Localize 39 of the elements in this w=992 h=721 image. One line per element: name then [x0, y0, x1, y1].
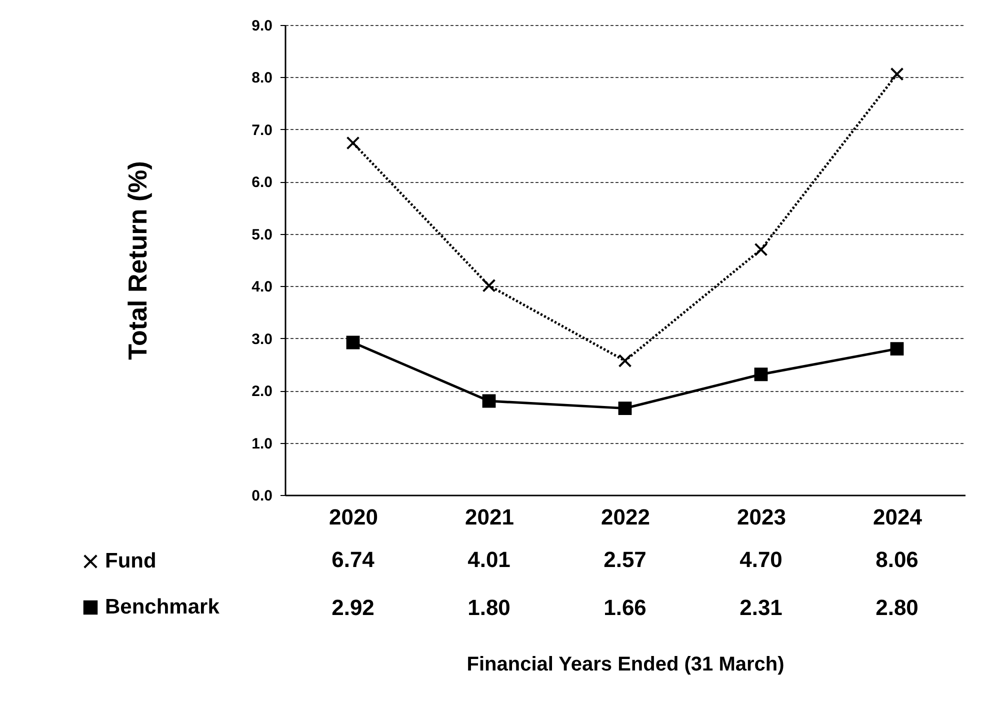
data-label: 8.06 — [876, 547, 918, 572]
x-tick-label: 2024 — [873, 504, 923, 530]
point — [482, 278, 496, 292]
point — [890, 342, 904, 356]
legend-label: Benchmark — [105, 596, 220, 618]
text: Financial Years Ended (31 March) — [466, 654, 784, 676]
y-tick-label: 1.0 — [252, 435, 272, 452]
data-label: 2.31 — [740, 595, 782, 620]
x-tick-label: 2023 — [737, 504, 786, 530]
point — [890, 67, 904, 81]
x-tick-label: 2022 — [601, 504, 650, 530]
data-label: 2.80 — [876, 595, 918, 620]
data-label: 1.80 — [468, 595, 510, 620]
point — [482, 394, 496, 408]
x-tick-label: 2020 — [329, 504, 378, 530]
y-tick-label: 9.0 — [252, 18, 272, 34]
y-tick-label: 7.0 — [252, 122, 272, 139]
point — [346, 336, 360, 350]
point — [618, 402, 632, 416]
y-tick-label: 5.0 — [252, 226, 272, 244]
x-tick-label: 2021 — [465, 504, 514, 530]
y-tick-label: 6.0 — [252, 174, 272, 192]
legend-label: Fund — [105, 550, 156, 572]
y-axis-title: Total Return (%) — [122, 161, 153, 360]
data-label: 4.70 — [740, 547, 782, 572]
data-label: 4.01 — [468, 547, 510, 572]
data-label: 2.92 — [332, 595, 374, 620]
data-label: 6.74 — [332, 547, 376, 572]
point — [618, 354, 632, 368]
y-tick-label: 8.0 — [252, 70, 272, 87]
data-label: 2.57 — [604, 547, 646, 572]
y-tick-label: 0.0 — [252, 488, 272, 504]
point — [754, 242, 768, 256]
y-tick-label: 3.0 — [252, 330, 272, 348]
point — [754, 368, 768, 382]
y-tick-label: 4.0 — [252, 278, 272, 296]
y-tick-label: 2.0 — [252, 383, 272, 400]
point — [346, 136, 360, 150]
data-label: 1.66 — [604, 595, 646, 620]
